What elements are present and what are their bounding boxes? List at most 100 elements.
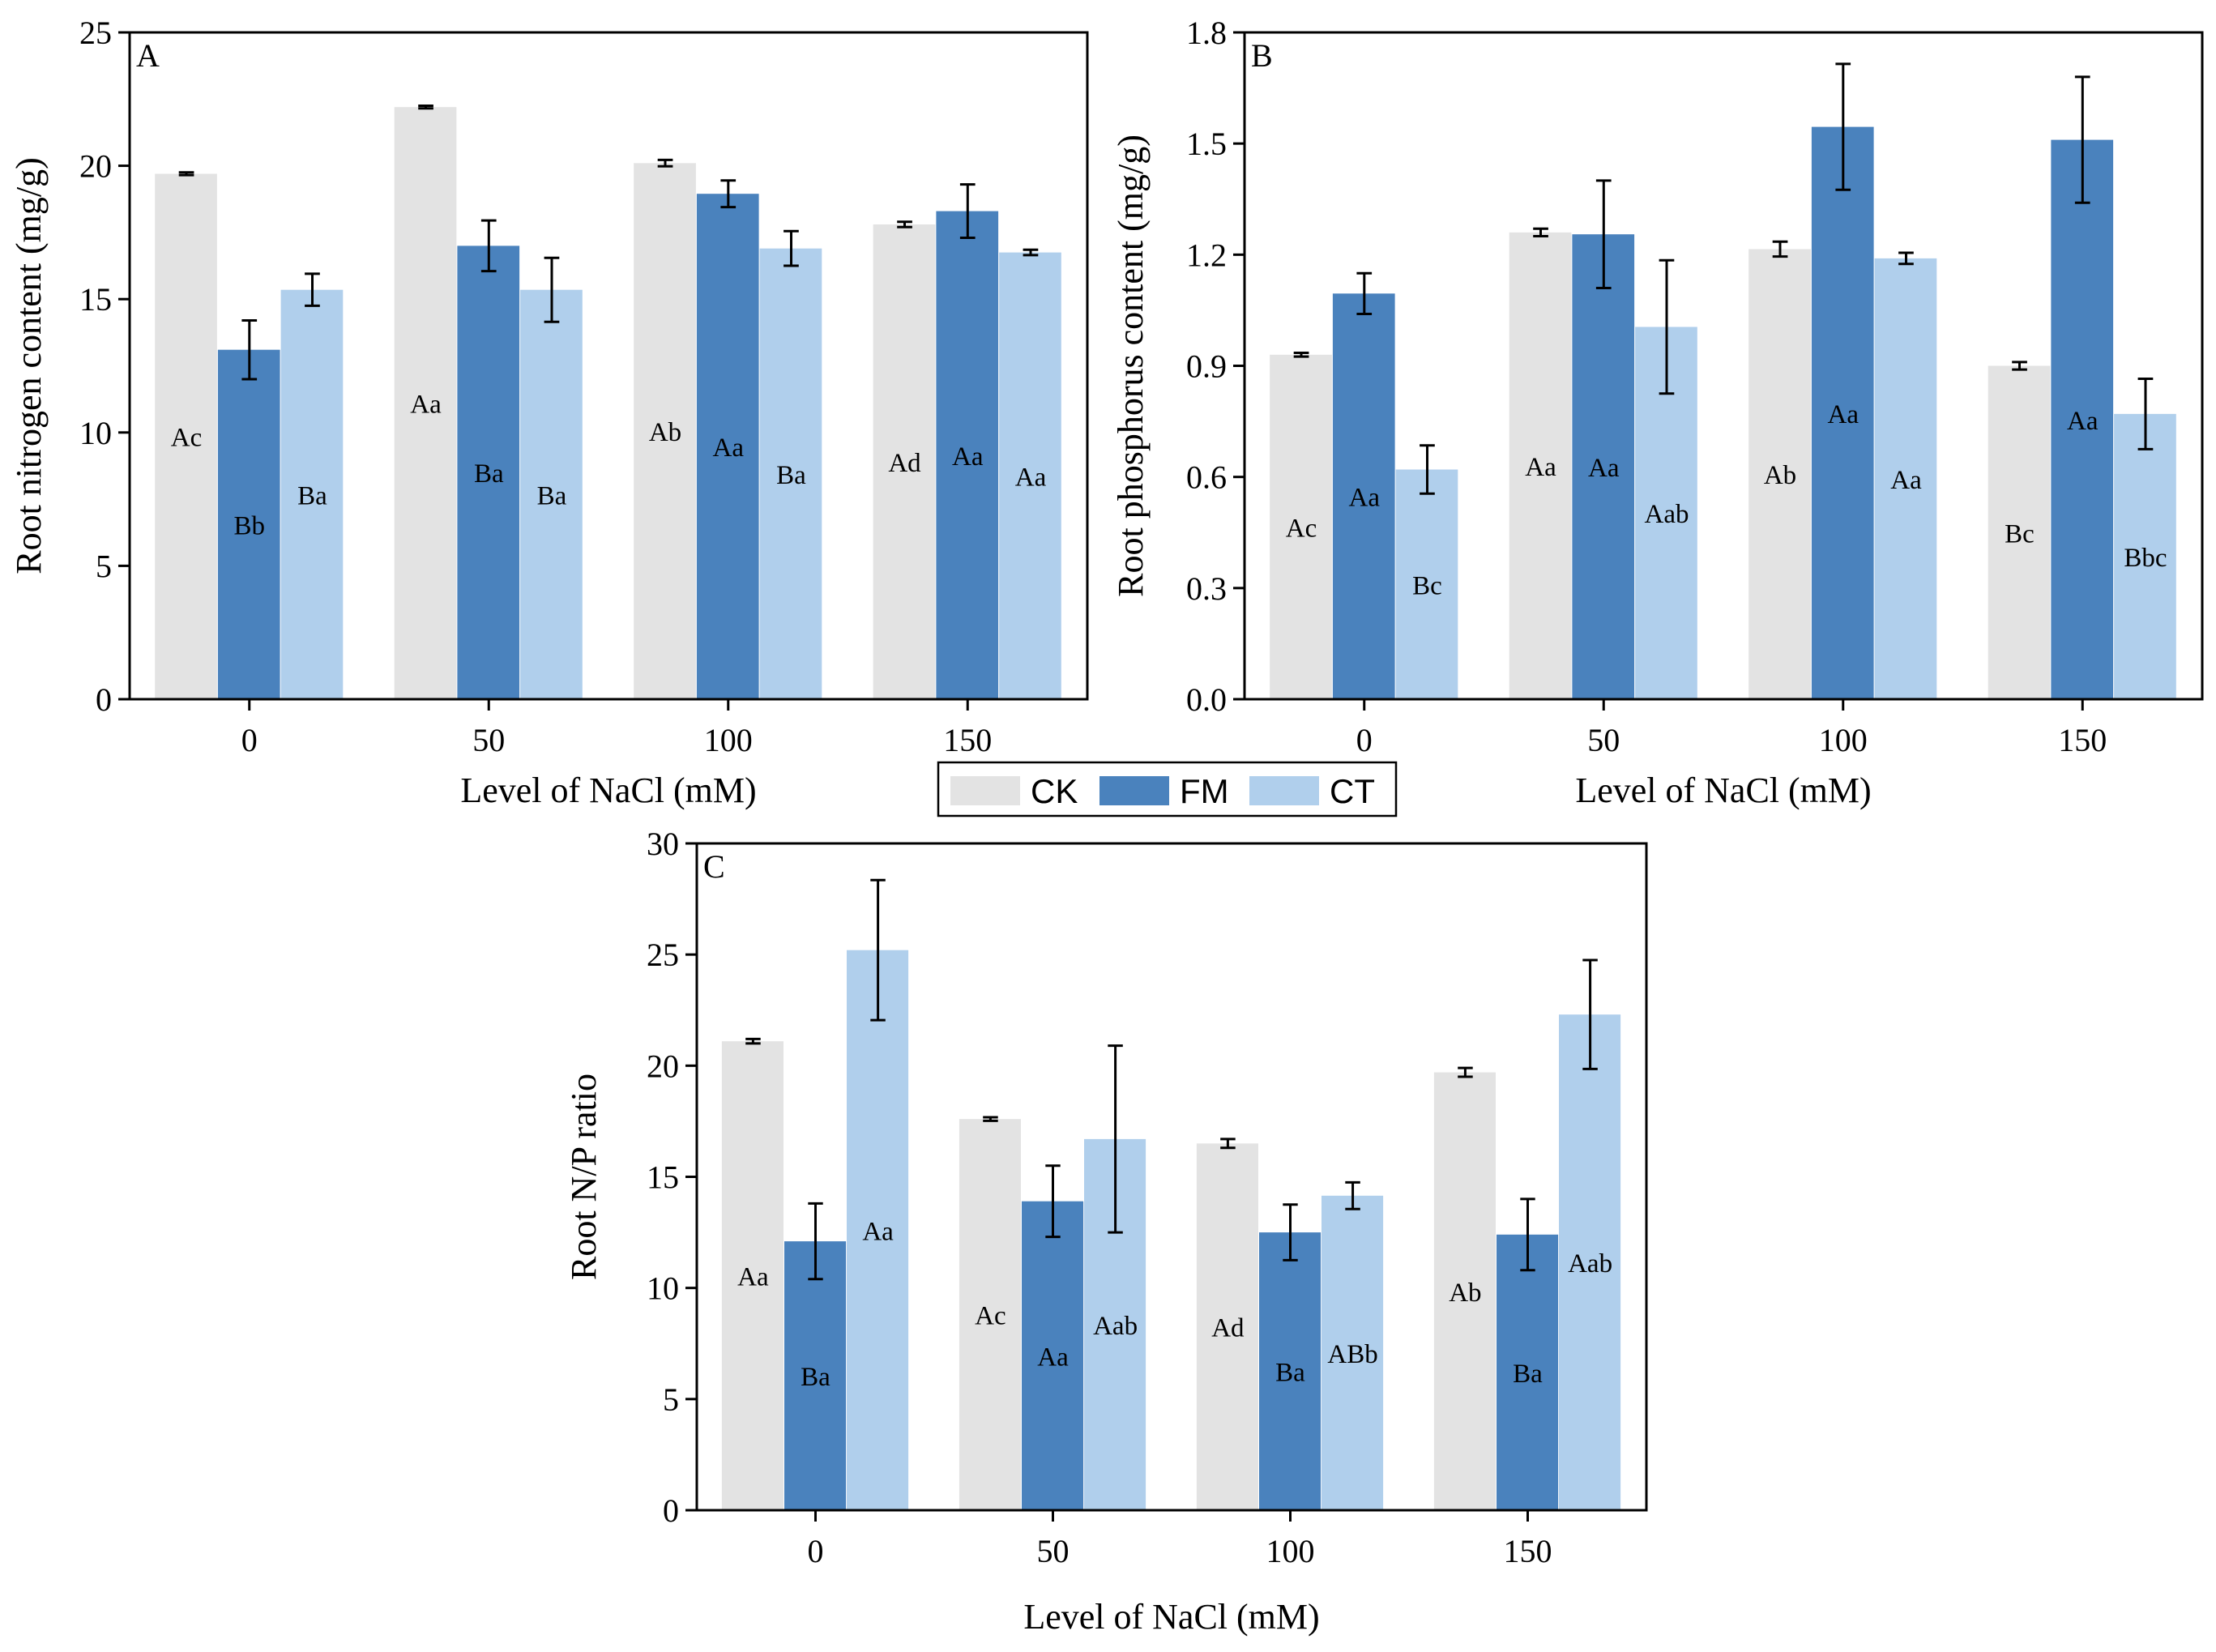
error-bar-b-ck-0 (1293, 352, 1309, 358)
y-tick-label-b: 1.8 (1186, 15, 1227, 51)
sig-label-a-ck-50: Aa (410, 391, 442, 420)
error-bar-c-ck-50 (983, 1116, 998, 1122)
error-bar-c-ct-150 (1582, 958, 1598, 1070)
error-bar-b-ct-150 (2137, 378, 2154, 450)
sig-label-b-ct-150: Bbc (2124, 544, 2167, 573)
x-tick-label-b-100: 100 (1819, 722, 1868, 758)
y-tick-label-b: 1.2 (1186, 237, 1227, 273)
bar-a-fm-0 (217, 349, 280, 699)
y-tick-label-a: 0 (96, 681, 112, 718)
x-tick-label-a-150: 150 (943, 722, 992, 758)
bar-c-ck-100 (1196, 1143, 1258, 1510)
bar-a-ct-150 (999, 252, 1061, 700)
y-axis-title-a: Root nitrogen content (mg/g) (9, 157, 49, 574)
sig-label-b-fm-50: Aa (1588, 454, 1620, 483)
sig-label-a-fm-100: Aa (713, 433, 745, 463)
y-tick-label-b: 1.5 (1186, 126, 1227, 162)
error-bar-a-ck-0 (178, 171, 194, 177)
error-bar-c-ck-150 (1458, 1066, 1473, 1078)
error-bar-b-ck-100 (1772, 240, 1788, 258)
error-bar-a-ct-100 (783, 229, 799, 267)
error-bar-b-ct-50 (1659, 258, 1675, 395)
sig-label-c-ck-150: Ab (1449, 1278, 1481, 1308)
y-tick-label-a: 5 (96, 548, 112, 584)
error-bar-a-fm-100 (720, 179, 737, 209)
x-axis-title-b: Level of NaCl (mM) (1575, 771, 1871, 810)
bar-b-ck-100 (1748, 249, 1811, 699)
legend-label-ck: CK (1031, 772, 1078, 810)
sig-label-c-ck-0: Aa (737, 1263, 769, 1292)
bar-c-fm-150 (1497, 1234, 1559, 1510)
x-tick-label-a-50: 50 (472, 722, 505, 758)
bar-c-ck-50 (959, 1119, 1021, 1510)
panel-b: Ac Aa Bc Aa Aa Aab Ab Aa Aa Bc Aa Bbc 0.0 0.3 0.6 0.9 1.… (1111, 15, 2204, 810)
panel-letter-a: A (136, 37, 160, 74)
error-bar-c-fm-150 (1520, 1197, 1535, 1272)
error-bar-a-ct-150 (1023, 248, 1039, 257)
x-tick-label-c-0: 0 (808, 1533, 824, 1569)
plot-frame-a (128, 31, 1089, 701)
sig-label-a-ck-0: Ac (171, 424, 202, 453)
sig-label-b-ck-0: Ac (1286, 514, 1317, 543)
sig-label-c-ck-100: Ad (1211, 1314, 1245, 1343)
sig-label-c-fm-50: Aa (1037, 1343, 1069, 1372)
sig-label-b-ck-50: Aa (1525, 453, 1556, 482)
bar-a-ck-50 (394, 107, 457, 699)
legend-label-fm: FM (1180, 772, 1229, 810)
y-tick-label-a: 10 (79, 415, 112, 451)
bar-a-ct-0 (280, 289, 344, 699)
y-tick-label-c: 30 (647, 826, 679, 862)
sig-label-b-ck-100: Ab (1764, 461, 1796, 490)
panel-a: Ac Bb Ba Aa Ba Ba Ab Aa Ba Ad Aa Aa 0 5 10 15 20 25 0 50 100… (9, 15, 1089, 810)
sig-label-b-fm-0: Aa (1349, 484, 1381, 513)
sig-label-b-ct-0: Bc (1412, 571, 1442, 600)
panel-c: Aa Ba Aa Ac Aa Aab Ad Ba ABb Ab Ba Aab 0 5 10 15 20 25 30 0… (564, 826, 1648, 1637)
error-bar-a-ck-150 (897, 220, 912, 228)
y-tick-label-a: 20 (79, 148, 112, 185)
y-tick-label-b: 0.6 (1186, 459, 1227, 496)
sig-label-b-fm-100: Aa (1828, 400, 1859, 429)
error-bar-a-fm-50 (480, 219, 497, 273)
error-bar-c-ct-50 (1108, 1044, 1123, 1234)
x-tick-label-a-0: 0 (241, 722, 258, 758)
bar-b-ct-150 (2114, 413, 2176, 699)
bar-b-ck-0 (1270, 354, 1332, 699)
panel-letter-b: B (1251, 37, 1273, 74)
sig-label-a-fm-50: Ba (474, 459, 504, 489)
legend: CK FM CT (937, 761, 1398, 817)
error-bar-b-ct-100 (1898, 251, 1914, 266)
bar-c-ck-0 (721, 1041, 783, 1510)
error-bar-a-ct-0 (305, 272, 320, 307)
bar-c-fm-50 (1022, 1201, 1084, 1510)
error-bar-a-ck-100 (657, 158, 673, 168)
sig-label-c-fm-100: Ba (1275, 1359, 1305, 1388)
sig-label-b-ct-100: Aa (1890, 466, 1922, 495)
error-bar-b-fm-50 (1595, 179, 1612, 289)
x-tick-label-b-50: 50 (1587, 722, 1620, 758)
y-tick-label-c: 5 (663, 1381, 679, 1418)
bar-c-ck-150 (1433, 1072, 1496, 1510)
sig-label-c-ct-50: Aab (1093, 1312, 1138, 1341)
bar-a-fm-150 (936, 211, 999, 700)
sig-label-a-fm-0: Bb (234, 511, 266, 540)
bar-c-fm-100 (1259, 1232, 1321, 1510)
sig-label-a-ck-150: Ad (888, 449, 921, 478)
bar-c-ct-0 (847, 950, 909, 1510)
sig-label-a-ct-0: Ba (297, 481, 327, 510)
error-bar-b-fm-0 (1356, 271, 1373, 315)
error-bar-b-ck-150 (2012, 361, 2027, 371)
bar-c-fm-0 (784, 1241, 847, 1510)
y-tick-label-b: 0.9 (1186, 348, 1227, 385)
sig-label-a-ck-100: Ab (649, 418, 681, 447)
bar-b-fm-150 (2051, 139, 2114, 700)
sig-label-a-ct-50: Ba (537, 481, 567, 510)
error-bar-b-fm-100 (1835, 62, 1851, 191)
sig-label-c-ck-50: Ac (975, 1302, 1006, 1331)
bar-b-fm-100 (1811, 126, 1874, 700)
error-bar-a-ck-50 (418, 105, 433, 110)
x-tick-label-c-150: 150 (1504, 1533, 1552, 1569)
y-tick-label-c: 10 (647, 1270, 679, 1307)
y-tick-label-a: 25 (79, 15, 112, 51)
bar-b-fm-50 (1572, 234, 1635, 699)
